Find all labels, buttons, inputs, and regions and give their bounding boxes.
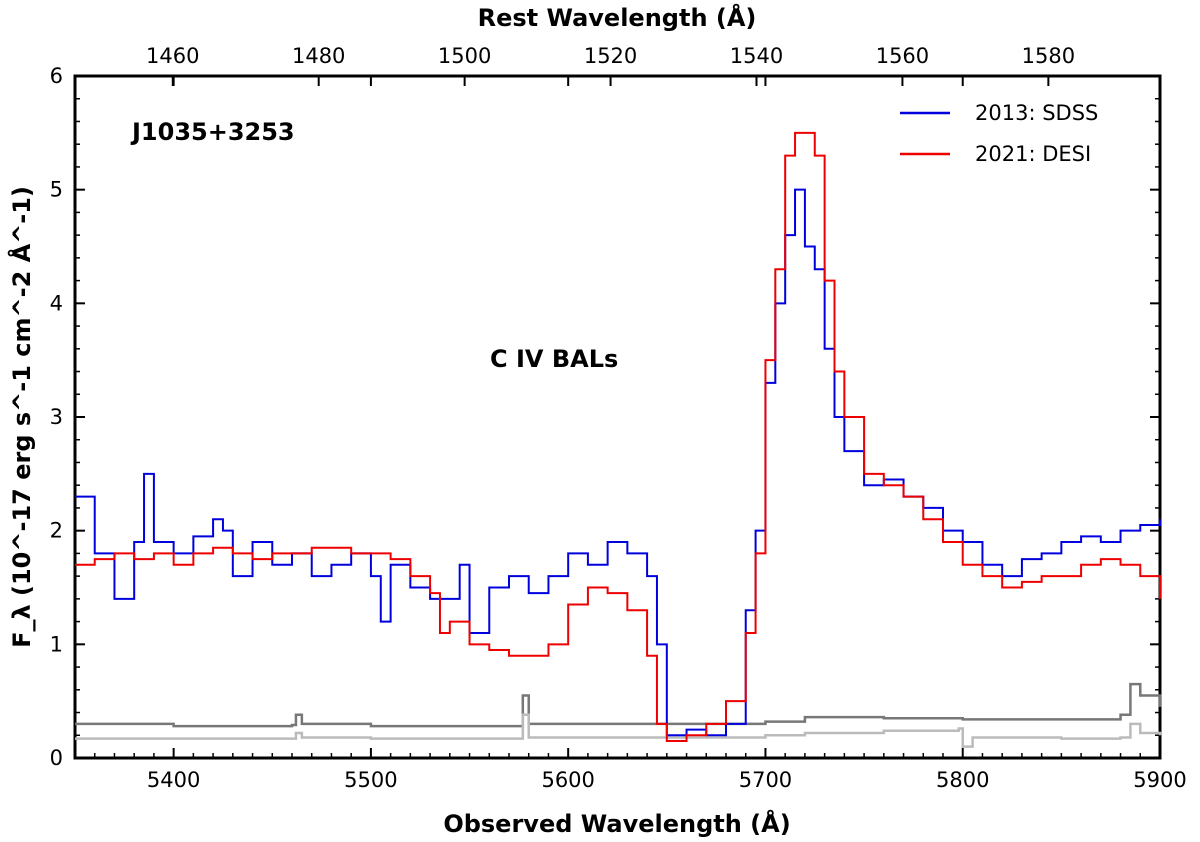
top-tick-label: 1540 xyxy=(730,44,783,68)
x-tick-label: 5800 xyxy=(936,768,989,792)
series-2021-desi xyxy=(75,131,1161,742)
object-label: J1035+3253 xyxy=(130,118,295,146)
top-tick-label: 1480 xyxy=(292,44,345,68)
y-tick-label: 3 xyxy=(50,405,63,429)
top-tick-label: 1580 xyxy=(1022,44,1075,68)
feature-label: C IV BALs xyxy=(490,345,618,373)
x-tick-label: 5500 xyxy=(344,768,397,792)
top-axis-title: Rest Wavelength (Å) xyxy=(478,3,757,32)
y-axis-title: F_λ (10^-17 erg s^-1 cm^-2 Å^-1) xyxy=(7,186,36,648)
series-2013-sdss xyxy=(75,188,1161,737)
y-tick-label: 4 xyxy=(50,291,63,315)
y-tick-label: 0 xyxy=(50,746,63,770)
top-tick-label: 1520 xyxy=(584,44,637,68)
x-axis-title: Observed Wavelength (Å) xyxy=(443,809,790,838)
y-tick-label: 2 xyxy=(50,519,63,543)
series-desi-error xyxy=(75,713,1162,748)
legend-label-sdss: 2013: SDSS xyxy=(975,101,1098,125)
plot-frame xyxy=(73,74,1162,760)
legend: 2013: SDSS 2021: DESI xyxy=(900,101,1098,166)
y-tick-label: 6 xyxy=(50,64,63,88)
series-sdss-error xyxy=(75,682,1162,728)
series-layer xyxy=(75,131,1162,748)
top-tick-label: 1460 xyxy=(146,44,199,68)
y-tick-label: 1 xyxy=(50,632,63,656)
y-tick-label: 5 xyxy=(50,178,63,202)
legend-label-desi: 2021: DESI xyxy=(975,142,1091,166)
x-tick-label: 5900 xyxy=(1133,768,1186,792)
top-tick-label: 1500 xyxy=(438,44,491,68)
ticks-layer: 5400 5500 5600 5700 5800 5900 0 1 2 3 4 5 6 1460 1480 1… xyxy=(50,44,1187,792)
x-tick-label: 5700 xyxy=(739,768,792,792)
x-tick-label: 5600 xyxy=(541,768,594,792)
x-tick-label: 5400 xyxy=(147,768,200,792)
top-tick-label: 1560 xyxy=(876,44,929,68)
